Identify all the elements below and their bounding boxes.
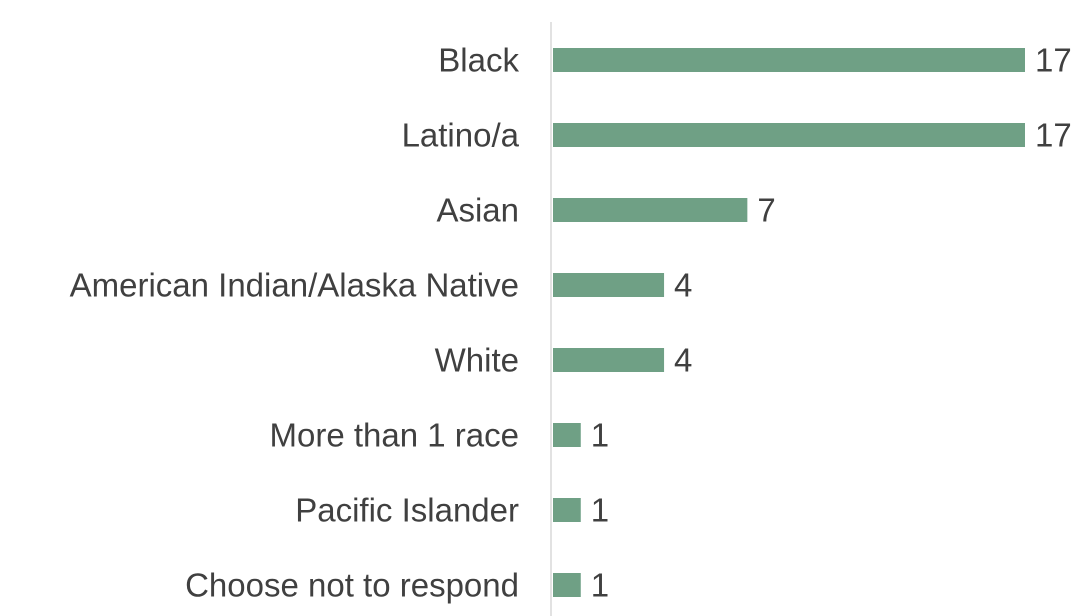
value-label-1: 17 — [1035, 117, 1072, 154]
category-label-4: White — [435, 342, 519, 379]
value-label-3: 4 — [674, 267, 692, 304]
value-label-5: 1 — [591, 417, 609, 454]
bar-1 — [553, 123, 1025, 147]
value-label-7: 1 — [591, 567, 609, 604]
category-label-3: American Indian/Alaska Native — [70, 267, 519, 304]
category-label-7: Choose not to respond — [185, 567, 519, 604]
category-label-1: Latino/a — [402, 117, 520, 154]
bar-4 — [553, 348, 665, 372]
bar-7 — [553, 573, 581, 597]
value-label-2: 7 — [757, 192, 775, 229]
value-label-0: 17 — [1035, 42, 1072, 79]
category-label-0: Black — [438, 42, 519, 79]
category-label-2: Asian — [436, 192, 519, 229]
category-labels: Black Latino/a Asian American Indian/Alaska… — [70, 42, 520, 604]
value-label-4: 4 — [674, 342, 692, 379]
category-label-6: Pacific Islander — [295, 492, 519, 529]
bars-layer — [553, 48, 1025, 597]
bar-2 — [553, 198, 748, 222]
bar-6 — [553, 498, 581, 522]
bar-3 — [553, 273, 665, 297]
bar-5 — [553, 423, 581, 447]
value-label-6: 1 — [591, 492, 609, 529]
category-label-5: More than 1 race — [270, 417, 519, 454]
value-labels: 17 17 7 4 4 1 1 1 — [591, 42, 1072, 604]
bar-0 — [553, 48, 1025, 72]
